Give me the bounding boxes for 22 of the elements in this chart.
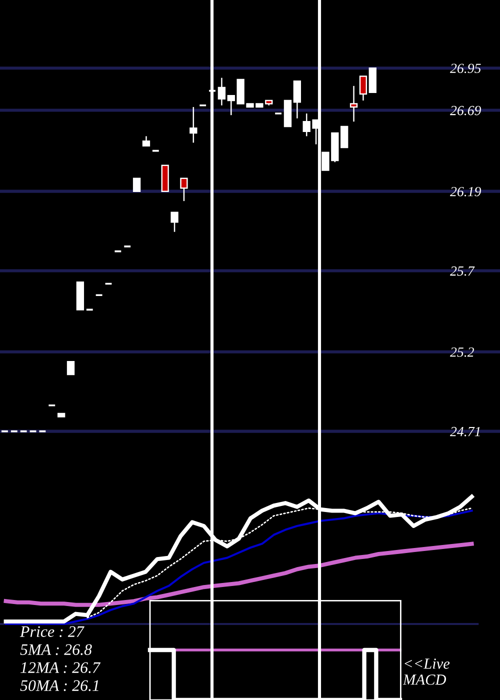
- text: Price : 27: [20, 626, 84, 638]
- candlestick: [218, 77, 226, 106]
- candlestick: [132, 178, 141, 192]
- y-tick-label: 25.2: [450, 347, 474, 357]
- candlestick: [190, 106, 198, 144]
- candlestick: [359, 76, 368, 102]
- candlestick: [180, 178, 188, 202]
- candlestick: [350, 85, 358, 122]
- text: 12MA : 26.7: [20, 662, 101, 674]
- candlestick: [340, 126, 348, 148]
- y-tick-label: 26.69: [450, 106, 482, 116]
- y-tick-label: 24.71: [450, 426, 480, 436]
- y-tick-label: 26.19: [450, 186, 482, 196]
- candlestick: [170, 212, 178, 232]
- candlestick: [66, 360, 75, 376]
- y-tick-label: 25.7: [450, 266, 475, 276]
- y-tick-label: 26.95: [450, 64, 481, 74]
- text: 50MA : 26.1: [20, 680, 98, 692]
- candlestick: [293, 80, 301, 119]
- text: <<Live MACD: [402, 658, 450, 685]
- text: 5MA : 26.8: [20, 644, 92, 656]
- candlestick: [142, 136, 150, 147]
